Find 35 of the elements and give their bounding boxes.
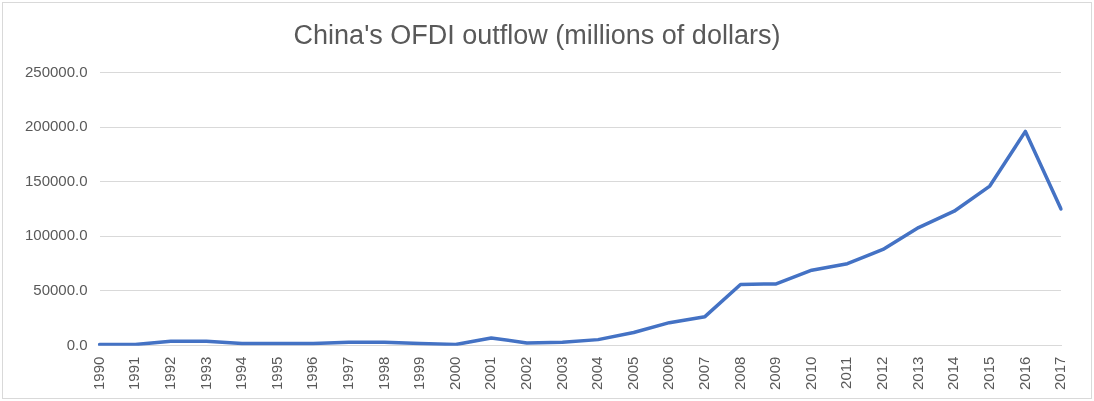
x-tick-label: 2013 (908, 356, 926, 391)
x-tick-label: 1998 (374, 356, 392, 391)
x-tick-label: 1992 (160, 356, 178, 391)
x-tick-label: 1991 (125, 356, 143, 391)
x-tick-label: 2012 (873, 356, 891, 391)
x-tick-label: 1994 (232, 356, 250, 391)
y-tick-label: 100000.0 (24, 226, 88, 244)
x-tick-label: 2008 (730, 356, 748, 391)
chart-title: China's OFDI outflow (millions of dollars) (293, 19, 781, 50)
x-tick-label: 2016 (1015, 356, 1033, 391)
x-tick-label: 2015 (979, 356, 997, 391)
x-tick-label: 2010 (801, 356, 819, 391)
x-tick-label: 2001 (481, 356, 499, 391)
y-tick-label: 50000.0 (33, 281, 88, 299)
x-tick-label: 2007 (695, 356, 713, 391)
y-tick-label: 200000.0 (24, 117, 88, 135)
y-tick-label: 150000.0 (24, 171, 88, 189)
x-tick-label: 2005 (623, 356, 641, 391)
x-tick-label: 2011 (837, 356, 855, 389)
x-tick-label: 1993 (196, 356, 214, 391)
x-tick-label: 1996 (303, 356, 321, 391)
x-tick-label: 2009 (766, 356, 784, 391)
y-tick-label: 250000.0 (24, 62, 88, 80)
x-tick-label: 2006 (659, 356, 677, 391)
x-tick-label: 2014 (944, 356, 962, 391)
x-tick-label: 1995 (267, 356, 285, 391)
x-tick-label: 2004 (588, 356, 606, 391)
y-tick-label: 0.0 (66, 335, 88, 353)
x-tick-label: 2002 (517, 356, 535, 391)
x-tick-label: 1990 (89, 356, 107, 391)
x-tick-label: 1997 (338, 356, 356, 391)
x-tick-label: 2000 (445, 356, 463, 391)
x-tick-label: 2003 (552, 356, 570, 391)
x-tick-label: 2017 (1051, 356, 1069, 391)
x-tick-label: 1999 (410, 356, 428, 391)
